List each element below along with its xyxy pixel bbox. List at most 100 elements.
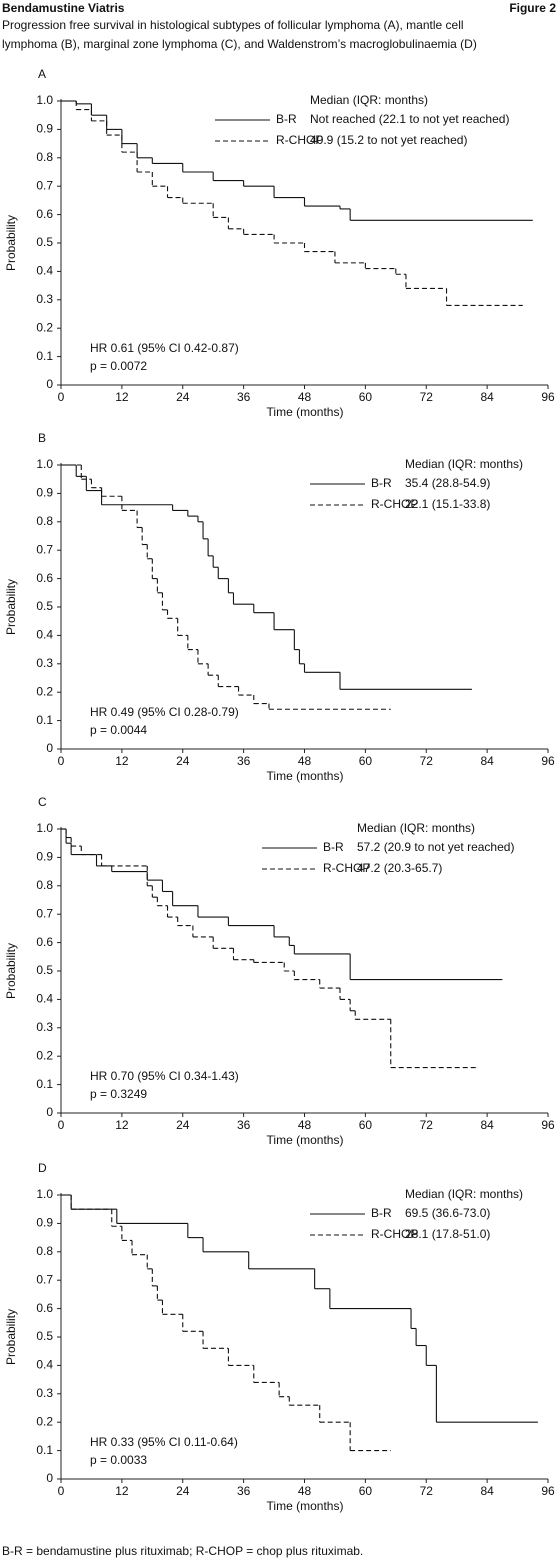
x-tick-label: 36	[237, 1118, 251, 1132]
x-tick-label: 12	[115, 1118, 129, 1132]
y-tick-label: 0.3	[36, 1020, 53, 1034]
x-tick-label: 72	[420, 1484, 434, 1498]
y-tick-label: 0.4	[36, 992, 53, 1006]
y-tick-label: 0.9	[36, 122, 53, 136]
y-tick-label: 0.1	[36, 1443, 53, 1457]
legend-median: 69.5 (36.6-73.0)	[405, 1206, 490, 1220]
header-right: Figure 2	[509, 1, 556, 15]
x-tick-label: 24	[176, 1118, 190, 1132]
legend-median: 57.2 (20.9 to not yet reached)	[357, 840, 514, 854]
x-axis-label: Time (months)	[267, 769, 344, 783]
y-tick-label: 0.4	[36, 1358, 53, 1372]
x-axis-label: Time (months)	[267, 1133, 344, 1147]
y-tick-label: 0.4	[36, 264, 53, 278]
x-tick-label: 72	[420, 390, 434, 404]
y-tick-label: 0.7	[36, 906, 53, 920]
x-tick-label: 84	[480, 390, 494, 404]
y-tick-label: 0	[46, 377, 53, 391]
caption-line: Progression free survival in histologica…	[2, 18, 464, 32]
legend-title: Median (IQR: months)	[310, 93, 428, 107]
x-tick-label: 24	[176, 754, 190, 768]
caption-line: lymphoma (B), marginal zone lymphoma (C)…	[2, 37, 477, 51]
y-tick-label: 0	[46, 741, 53, 755]
legend-median: 35.4 (28.8-54.9)	[405, 476, 490, 490]
x-tick-label: 12	[115, 390, 129, 404]
y-tick-label: 0.9	[36, 486, 53, 500]
legend-median: 40.9 (15.2 to not yet reached)	[310, 133, 467, 147]
annotation: HR 0.61 (95% CI 0.42-0.87)	[90, 341, 239, 355]
x-tick-label: 48	[298, 1118, 312, 1132]
legend-label: R-CHOP	[371, 1227, 418, 1241]
y-tick-label: 0.2	[36, 1048, 53, 1062]
legend-label: B-R	[323, 840, 344, 854]
y-axis-label: Probability	[4, 215, 18, 271]
y-axis-label: Probability	[4, 1309, 18, 1365]
panel-label: D	[38, 1161, 47, 1175]
x-tick-label: 24	[176, 390, 190, 404]
header-left: Bendamustine Viatris	[2, 1, 125, 15]
panel-label: A	[38, 67, 46, 81]
legend-label: B-R	[371, 1206, 392, 1220]
annotation: p = 0.0072	[90, 359, 147, 373]
y-tick-label: 0.2	[36, 1414, 53, 1428]
x-tick-label: 96	[541, 1484, 555, 1498]
y-tick-label: 0.3	[36, 1386, 53, 1400]
y-tick-label: 0.8	[36, 1244, 53, 1258]
x-tick-label: 24	[176, 1484, 190, 1498]
y-axis-label: Probability	[4, 943, 18, 999]
y-tick-label: 0.7	[36, 542, 53, 556]
annotation: HR 0.33 (95% CI 0.11-0.64)	[90, 1435, 238, 1449]
y-tick-label: 0.6	[36, 571, 53, 585]
y-tick-label: 0.8	[36, 150, 53, 164]
x-tick-label: 84	[480, 1118, 494, 1132]
x-tick-label: 60	[359, 754, 373, 768]
x-tick-label: 48	[298, 1484, 312, 1498]
x-tick-label: 48	[298, 390, 312, 404]
y-tick-label: 0.2	[36, 684, 53, 698]
y-tick-label: 0.9	[36, 1216, 53, 1230]
legend-label: R-CHOP	[276, 133, 323, 147]
x-axis-label: Time (months)	[267, 405, 344, 419]
y-tick-label: 0.7	[36, 1272, 53, 1286]
y-axis-label: Probability	[4, 579, 18, 635]
y-tick-label: 0	[46, 1105, 53, 1119]
x-tick-label: 60	[359, 1118, 373, 1132]
y-tick-label: 0	[46, 1471, 53, 1485]
x-tick-label: 96	[541, 754, 555, 768]
legend-title: Median (IQR: months)	[357, 821, 475, 835]
y-tick-label: 0.1	[36, 713, 53, 727]
x-tick-label: 36	[237, 390, 251, 404]
legend-label: R-CHOP	[371, 497, 418, 511]
y-tick-label: 1.0	[36, 821, 53, 835]
y-tick-label: 0.5	[36, 1329, 53, 1343]
legend-title: Median (IQR: months)	[405, 457, 523, 471]
annotation: HR 0.70 (95% CI 0.34-1.43)	[90, 1069, 239, 1083]
x-tick-label: 84	[480, 754, 494, 768]
y-tick-label: 0.1	[36, 349, 53, 363]
y-tick-label: 0.7	[36, 178, 53, 192]
y-tick-label: 0.4	[36, 628, 53, 642]
legend-label: B-R	[276, 112, 297, 126]
x-tick-label: 96	[541, 1118, 555, 1132]
x-tick-label: 0	[58, 1118, 65, 1132]
x-tick-label: 0	[58, 390, 65, 404]
y-tick-label: 1.0	[36, 1187, 53, 1201]
x-tick-label: 0	[58, 754, 65, 768]
legend-title: Median (IQR: months)	[405, 1187, 523, 1201]
annotation: p = 0.0044	[90, 723, 147, 737]
x-tick-label: 72	[420, 754, 434, 768]
x-tick-label: 48	[298, 754, 312, 768]
y-tick-label: 0.9	[36, 850, 53, 864]
y-tick-label: 0.5	[36, 599, 53, 613]
x-tick-label: 36	[237, 1484, 251, 1498]
y-tick-label: 1.0	[36, 93, 53, 107]
annotation: p = 0.0033	[90, 1453, 147, 1467]
x-tick-label: 12	[115, 1484, 129, 1498]
x-tick-label: 96	[541, 390, 555, 404]
legend-label: B-R	[371, 476, 392, 490]
y-tick-label: 1.0	[36, 457, 53, 471]
y-tick-label: 0.6	[36, 1301, 53, 1315]
x-tick-label: 60	[359, 1484, 373, 1498]
x-tick-label: 84	[480, 1484, 494, 1498]
